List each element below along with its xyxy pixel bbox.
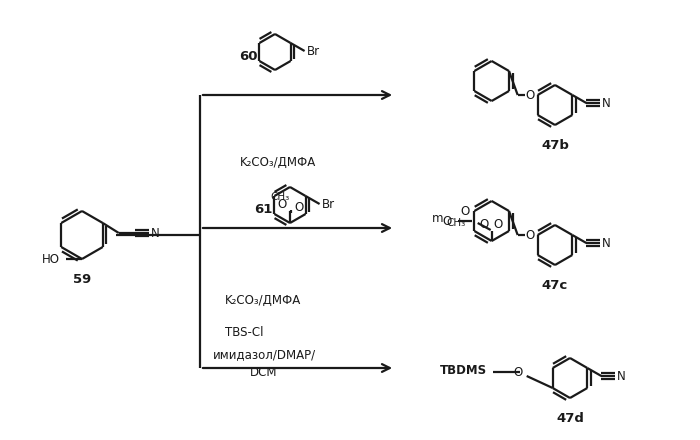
Text: O: O <box>494 217 503 231</box>
Text: TBS-Cl: TBS-Cl <box>225 326 263 338</box>
Text: DCM: DCM <box>250 366 277 378</box>
Text: O: O <box>461 205 470 217</box>
Text: 60: 60 <box>239 50 258 62</box>
Text: 59: 59 <box>73 273 91 286</box>
Text: K₂CO₃/ДМФА: K₂CO₃/ДМФА <box>225 293 301 307</box>
Text: HO: HO <box>42 253 60 265</box>
Text: m: m <box>432 212 444 224</box>
Text: N: N <box>602 96 611 110</box>
Text: N: N <box>150 227 160 239</box>
Text: O: O <box>278 198 287 210</box>
Text: O: O <box>525 228 534 242</box>
Text: Br: Br <box>307 44 320 58</box>
Text: O: O <box>480 217 489 231</box>
Text: 47c: 47c <box>542 279 568 292</box>
Text: N: N <box>602 237 611 249</box>
Text: 61: 61 <box>254 202 272 216</box>
Text: O: O <box>513 366 523 378</box>
Text: CH₃: CH₃ <box>270 192 290 202</box>
Text: Br: Br <box>321 198 335 210</box>
Text: N: N <box>617 370 626 382</box>
Text: TBDMS: TBDMS <box>440 363 486 377</box>
Text: CH₃: CH₃ <box>447 218 466 228</box>
Text: 47d: 47d <box>556 412 584 425</box>
Text: O: O <box>442 215 452 227</box>
Text: O: O <box>525 88 534 102</box>
Text: K₂CO₃/ДМФА: K₂CO₃/ДМФА <box>240 155 316 169</box>
Text: имидазол/DMAP/: имидазол/DMAP/ <box>213 348 316 362</box>
Text: O: O <box>294 201 303 213</box>
Text: 47b: 47b <box>541 139 569 152</box>
